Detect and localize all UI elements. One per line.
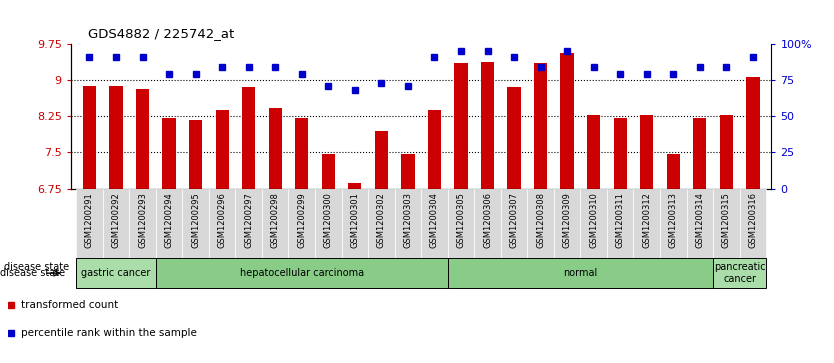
Text: GDS4882 / 225742_at: GDS4882 / 225742_at	[88, 27, 234, 40]
Bar	[368, 189, 394, 258]
Bar	[269, 108, 282, 189]
Bar	[554, 189, 580, 258]
Bar	[394, 189, 421, 258]
Text: GSM1200294: GSM1200294	[164, 192, 173, 248]
Text: GSM1200312: GSM1200312	[642, 192, 651, 248]
Bar	[322, 154, 335, 189]
Text: GSM1200297: GSM1200297	[244, 192, 254, 248]
Text: GSM1200298: GSM1200298	[271, 192, 279, 248]
Bar	[660, 189, 686, 258]
Text: GSM1200295: GSM1200295	[191, 192, 200, 248]
Bar	[315, 189, 342, 258]
Bar	[76, 258, 156, 288]
Text: GSM1200301: GSM1200301	[350, 192, 359, 248]
Bar	[348, 183, 361, 189]
Text: GSM1200310: GSM1200310	[589, 192, 598, 248]
Bar	[215, 110, 229, 189]
Bar	[183, 189, 208, 258]
Bar	[666, 154, 680, 189]
Text: GSM1200307: GSM1200307	[510, 192, 519, 248]
Bar	[713, 189, 740, 258]
Text: GSM1200316: GSM1200316	[748, 192, 757, 248]
Bar	[342, 189, 368, 258]
Bar	[208, 189, 235, 258]
Text: GSM1200303: GSM1200303	[404, 192, 412, 248]
Bar	[720, 115, 733, 189]
Text: GSM1200309: GSM1200309	[563, 192, 571, 248]
Bar	[76, 189, 103, 258]
Text: disease state: disease state	[0, 268, 65, 278]
Text: GSM1200313: GSM1200313	[669, 192, 678, 248]
Bar	[614, 118, 627, 189]
Text: GSM1200302: GSM1200302	[377, 192, 386, 248]
Bar	[481, 62, 494, 189]
Text: GSM1200308: GSM1200308	[536, 192, 545, 248]
Bar	[374, 131, 388, 189]
Text: GSM1200305: GSM1200305	[456, 192, 465, 248]
Text: GSM1200315: GSM1200315	[722, 192, 731, 248]
Bar	[534, 63, 547, 189]
Bar	[607, 189, 634, 258]
Bar	[693, 118, 706, 189]
Bar	[83, 86, 96, 189]
Text: GSM1200299: GSM1200299	[297, 192, 306, 248]
Text: GSM1200296: GSM1200296	[218, 192, 227, 248]
Text: GSM1200306: GSM1200306	[483, 192, 492, 248]
Bar	[401, 154, 414, 189]
Bar	[156, 258, 448, 288]
Bar	[560, 53, 574, 189]
Bar	[289, 189, 315, 258]
Bar	[109, 86, 123, 189]
Bar	[262, 189, 289, 258]
Bar	[500, 189, 527, 258]
Bar	[713, 258, 766, 288]
Text: GSM1200311: GSM1200311	[615, 192, 625, 248]
Bar	[580, 189, 607, 258]
Bar	[475, 189, 500, 258]
Bar	[587, 115, 600, 189]
Text: GSM1200293: GSM1200293	[138, 192, 147, 248]
Text: gastric cancer: gastric cancer	[81, 268, 151, 278]
Bar	[686, 189, 713, 258]
Text: pancreatic
cancer: pancreatic cancer	[714, 262, 766, 284]
Bar	[746, 77, 760, 189]
Bar	[507, 87, 520, 189]
Bar	[156, 189, 183, 258]
Bar	[448, 189, 475, 258]
Bar	[428, 110, 441, 189]
Bar	[295, 118, 309, 189]
Bar	[641, 115, 653, 189]
Bar	[103, 189, 129, 258]
Bar	[235, 189, 262, 258]
Bar	[455, 63, 468, 189]
Bar	[136, 89, 149, 189]
Text: normal: normal	[563, 268, 597, 278]
Bar	[740, 189, 766, 258]
Bar	[163, 118, 176, 189]
Bar	[448, 258, 713, 288]
Bar	[527, 189, 554, 258]
Text: transformed count: transformed count	[21, 300, 118, 310]
Bar	[634, 189, 660, 258]
Text: GSM1200304: GSM1200304	[430, 192, 439, 248]
Bar	[242, 87, 255, 189]
Bar	[421, 189, 448, 258]
Text: hepatocellular carcinoma: hepatocellular carcinoma	[239, 268, 364, 278]
Bar	[189, 120, 202, 189]
Text: GSM1200300: GSM1200300	[324, 192, 333, 248]
Text: GSM1200292: GSM1200292	[112, 192, 120, 248]
Bar	[129, 189, 156, 258]
Text: GSM1200314: GSM1200314	[696, 192, 704, 248]
Text: GSM1200291: GSM1200291	[85, 192, 94, 248]
Text: disease state: disease state	[3, 262, 68, 272]
Text: percentile rank within the sample: percentile rank within the sample	[21, 328, 197, 338]
